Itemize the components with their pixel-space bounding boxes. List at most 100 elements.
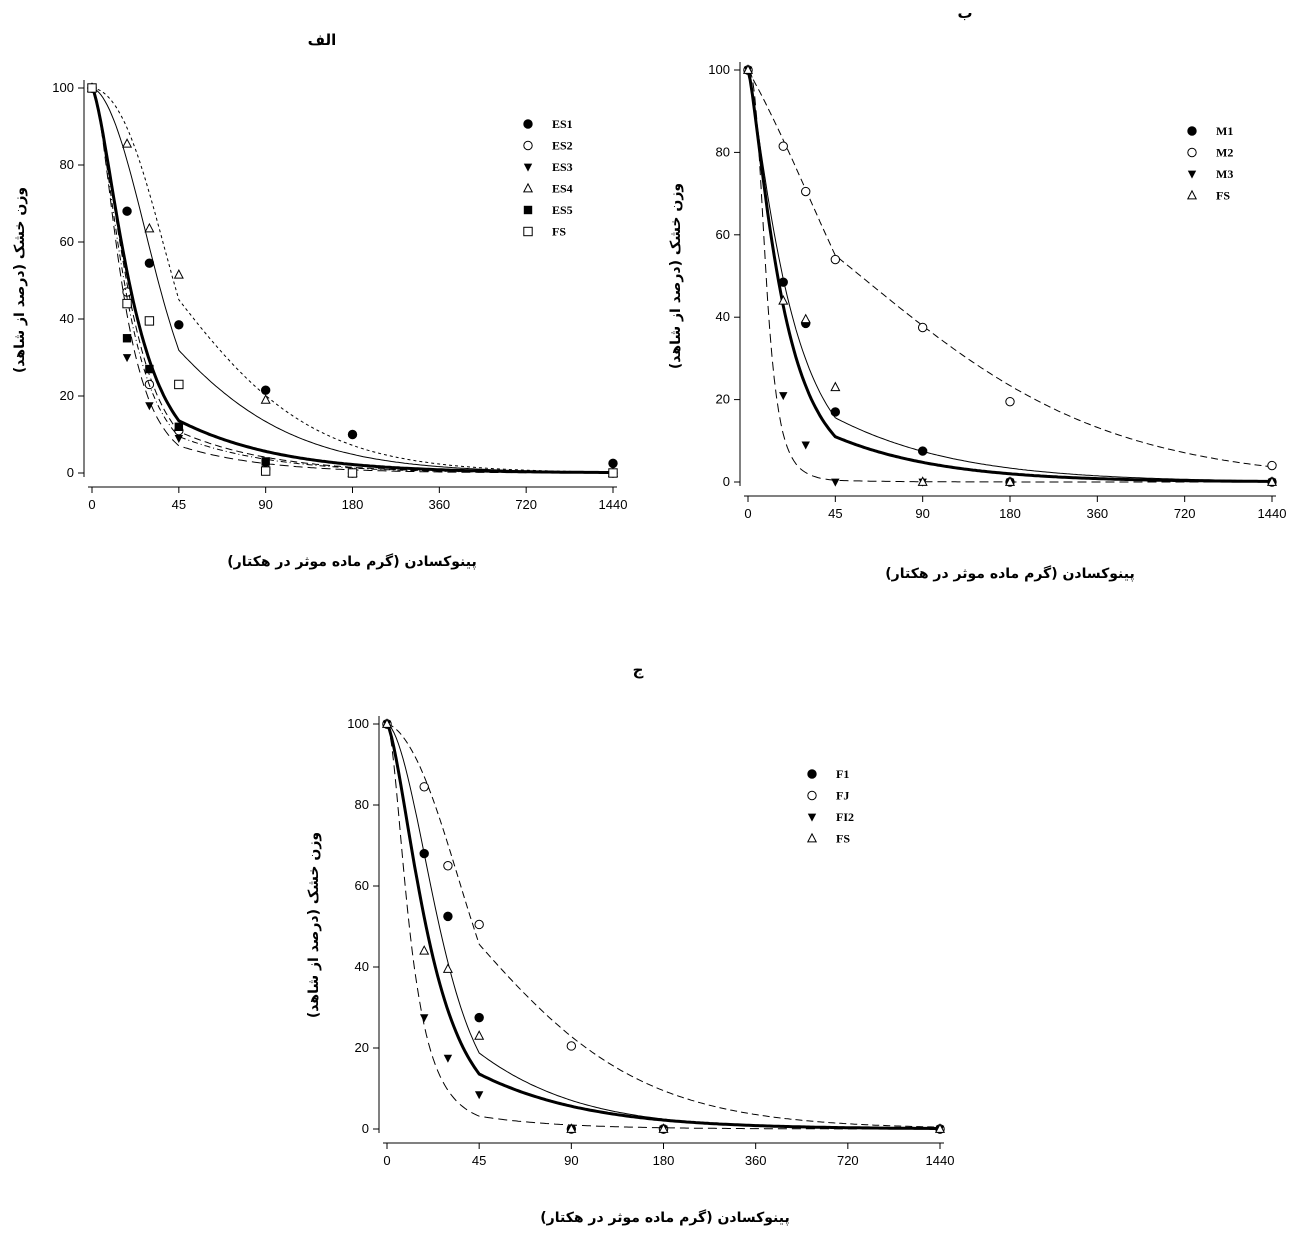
legend-label-es1: ES1	[552, 117, 573, 131]
data-point-es5	[122, 334, 132, 343]
x-tick-label: 720	[515, 497, 537, 512]
fit-curve-es4	[91, 87, 613, 473]
data-point-es1	[144, 258, 155, 268]
data-point-fs	[608, 468, 618, 478]
data-point-f1	[419, 848, 429, 859]
y-axis-label: وزن خشک (درصد از شاهد)	[668, 183, 684, 369]
data-point-fs	[260, 466, 271, 476]
y-tick-label: 0	[67, 465, 74, 480]
x-tick-label: 45	[172, 497, 186, 512]
y-tick-label: 100	[52, 80, 74, 95]
data-point-fs	[144, 316, 155, 326]
x-axis-label: پینوکسادن (گرم ماده موثر در هکتار)	[885, 565, 1134, 582]
y-tick-label: 20	[716, 392, 730, 407]
data-point-fs	[778, 295, 789, 305]
data-point-es3	[174, 434, 184, 443]
data-point-fs	[381, 718, 393, 728]
data-point-es1	[608, 458, 618, 469]
y-tick-label: 0	[362, 1121, 369, 1136]
legend-marker-fs	[1186, 189, 1198, 200]
legend-marker-es3	[523, 163, 533, 172]
data-point-m2	[778, 141, 788, 151]
data-point-fj	[443, 861, 453, 871]
data-point-es4	[122, 138, 133, 148]
legend-label-es5: ES5	[552, 203, 573, 217]
x-tick-label: 720	[837, 1153, 859, 1168]
legend-marker-fj	[807, 790, 817, 801]
y-tick-label: 20	[60, 388, 74, 403]
legend-marker-fs	[523, 226, 533, 237]
data-point-m3	[831, 478, 840, 487]
data-point-f1	[474, 1012, 484, 1023]
y-tick-label: 40	[716, 309, 730, 324]
legend-label-m3: M3	[1216, 167, 1233, 181]
x-tick-label: 180	[653, 1153, 675, 1168]
legend-marker-es5	[523, 205, 533, 215]
x-tick-label: 360	[1086, 506, 1108, 521]
x-tick-label: 45	[472, 1153, 486, 1168]
y-tick-label: 40	[355, 959, 369, 974]
y-tick-label: 100	[347, 716, 369, 731]
y-tick-label: 20	[355, 1040, 369, 1055]
data-point-es3	[145, 402, 154, 411]
legend-label-m2: M2	[1216, 146, 1233, 160]
data-point-fj	[566, 1041, 577, 1051]
data-point-es5	[145, 364, 154, 374]
data-point-fi2	[474, 1091, 484, 1100]
y-tick-label: 100	[708, 62, 730, 77]
fit-curve-f1	[386, 723, 940, 1130]
data-point-m1	[917, 446, 928, 456]
y-tick-label: 80	[716, 144, 730, 159]
data-point-es3	[122, 354, 132, 363]
data-point-m2	[801, 186, 811, 197]
data-point-es4	[173, 269, 184, 279]
data-point-es4	[144, 222, 155, 233]
data-point-fs	[917, 476, 928, 486]
legend-marker-fi2	[807, 813, 817, 822]
x-tick-label: 180	[342, 497, 364, 512]
panel-title: ج	[633, 661, 644, 679]
data-point-fs	[830, 381, 841, 392]
legend-label-fi2: FI2	[836, 810, 854, 824]
legend-marker-f1	[807, 769, 817, 779]
data-point-m2	[830, 254, 841, 265]
y-tick-label: 60	[355, 878, 369, 893]
fit-curve-es5	[91, 87, 613, 474]
data-point-m2	[917, 322, 928, 333]
fit-curve-es2	[91, 87, 613, 474]
data-point-fs	[934, 1123, 946, 1133]
data-point-fi2	[443, 1054, 453, 1063]
data-point-m3	[801, 441, 810, 450]
legend-marker-es2	[523, 140, 533, 151]
data-point-fs	[566, 1123, 577, 1133]
data-point-fs	[800, 313, 811, 324]
y-tick-label: 80	[355, 797, 369, 812]
legend-marker-es4	[522, 182, 534, 193]
data-point-m3	[779, 392, 788, 401]
data-point-m1	[830, 407, 841, 417]
legend-label-es3: ES3	[552, 160, 573, 174]
x-tick-label: 1440	[926, 1153, 955, 1168]
x-axis-label: پینوکسادن (گرم ماده موثر در هکتار)	[540, 1209, 789, 1226]
y-tick-label: 40	[60, 311, 74, 326]
fit-curve-fs	[90, 87, 613, 474]
y-axis-label: وزن خشک (درصد از شاهد)	[306, 832, 322, 1018]
y-tick-label: 60	[716, 227, 730, 242]
x-tick-label: 360	[745, 1153, 767, 1168]
data-point-m2	[1267, 460, 1277, 471]
chart-panel-3: 0 20 40 60 80 100 0 45 90 180 360 720 1440 ج پینوکسادن…	[306, 661, 954, 1226]
fit-curve-fj	[386, 723, 940, 1128]
data-point-es5	[261, 457, 270, 466]
y-tick-label: 60	[60, 234, 74, 249]
fit-curve-fi2	[386, 723, 940, 1130]
fit-curve-es3	[91, 87, 613, 474]
data-point-fs	[1004, 476, 1016, 486]
legend-marker-m1	[1187, 126, 1197, 136]
legend-label-f1: F1	[836, 767, 849, 781]
x-tick-label: 90	[564, 1153, 578, 1168]
data-point-fj	[474, 919, 484, 930]
data-point-fs	[87, 83, 97, 93]
chart-panel-2: 0 20 40 60 80 100 0 45 90 180 360 720 1440 ب پینوکسادن…	[668, 4, 1286, 582]
data-point-fs	[442, 963, 453, 973]
